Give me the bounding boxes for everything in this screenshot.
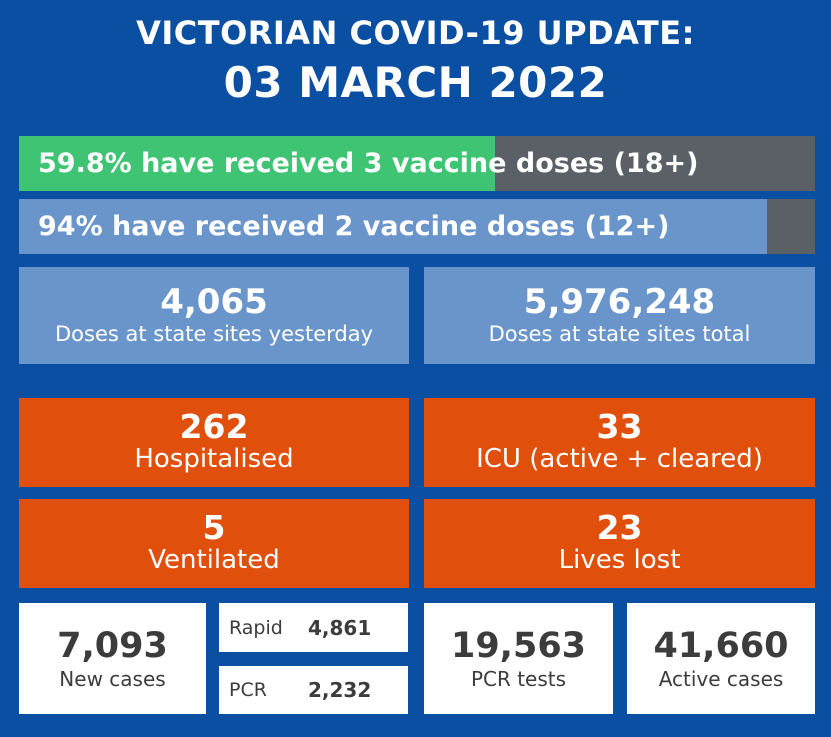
icu-value: 33	[596, 407, 643, 447]
new-cases-tile: 7,093 New cases	[19, 603, 206, 714]
lives-lost-value: 23	[596, 508, 643, 548]
active-cases-label: Active cases	[658, 666, 784, 691]
ventilated-tile: 5 Ventilated	[19, 499, 409, 588]
two-doses-fill	[19, 199, 768, 254]
two-doses-bar: 94% have received 2 vaccine doses (12+)	[19, 199, 815, 254]
active-cases-tile: 41,660 Active cases	[627, 603, 815, 714]
title-line-1: VICTORIAN COVID-19 UPDATE:	[136, 14, 695, 52]
hospitalised-value: 262	[179, 407, 249, 447]
pcr-tests-label: PCR tests	[470, 666, 567, 691]
ventilated-label: Ventilated	[148, 544, 280, 575]
lives-lost-label: Lives lost	[558, 544, 681, 575]
ventilated-value: 5	[202, 508, 226, 548]
doses-total-value: 5,976,248	[523, 282, 716, 323]
three-doses-fill	[19, 136, 495, 191]
three-doses-bar: 59.8% have received 3 vaccine doses (18+…	[19, 136, 815, 191]
new-cases-value: 7,093	[57, 626, 168, 667]
icu-tile: 33 ICU (active + cleared)	[424, 398, 815, 487]
doses-total-tile: 5,976,248 Doses at state sites total	[424, 267, 815, 364]
hospitalised-label: Hospitalised	[134, 443, 294, 474]
pcr-tests-tile: 19,563 PCR tests	[424, 603, 613, 714]
new-cases-label: New cases	[59, 666, 166, 691]
lives-lost-tile: 23 Lives lost	[424, 499, 815, 588]
hospitalised-tile: 262 Hospitalised	[19, 398, 409, 487]
doses-yesterday-value: 4,065	[160, 282, 268, 323]
three-doses-label: 59.8% have received 3 vaccine doses (18+…	[38, 148, 699, 179]
pcr-tests-value: 19,563	[450, 626, 587, 667]
icu-label: ICU (active + cleared)	[476, 443, 763, 474]
rapid-tests-tile: Rapid 4,861	[219, 603, 408, 652]
doses-total-label: Doses at state sites total	[488, 321, 751, 346]
rapid-value: 4,861	[308, 615, 372, 640]
doses-yesterday-label: Doses at state sites yesterday	[54, 321, 374, 346]
title-date: 03 MARCH 2022	[223, 58, 608, 107]
rapid-label: Rapid	[229, 616, 283, 639]
two-doses-label: 94% have received 2 vaccine doses (12+)	[38, 211, 670, 242]
pcr-positive-tile: PCR 2,232	[219, 666, 408, 714]
active-cases-value: 41,660	[653, 626, 789, 667]
doses-yesterday-tile: 4,065 Doses at state sites yesterday	[19, 267, 409, 364]
pcr-label: PCR	[229, 679, 267, 701]
pcr-value: 2,232	[308, 678, 372, 702]
